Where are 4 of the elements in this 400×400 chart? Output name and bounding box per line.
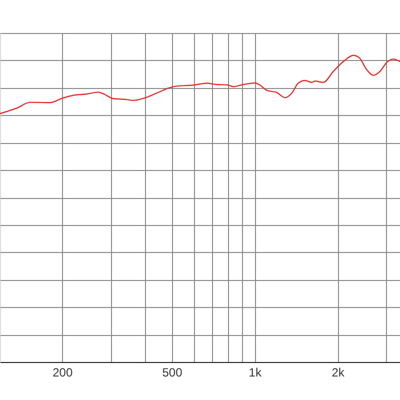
x-tick-label: 500	[162, 366, 183, 380]
x-tick-label: 1k	[248, 366, 262, 380]
x-tick-label: 200	[52, 366, 73, 380]
x-tick-label: 2k	[332, 366, 346, 380]
